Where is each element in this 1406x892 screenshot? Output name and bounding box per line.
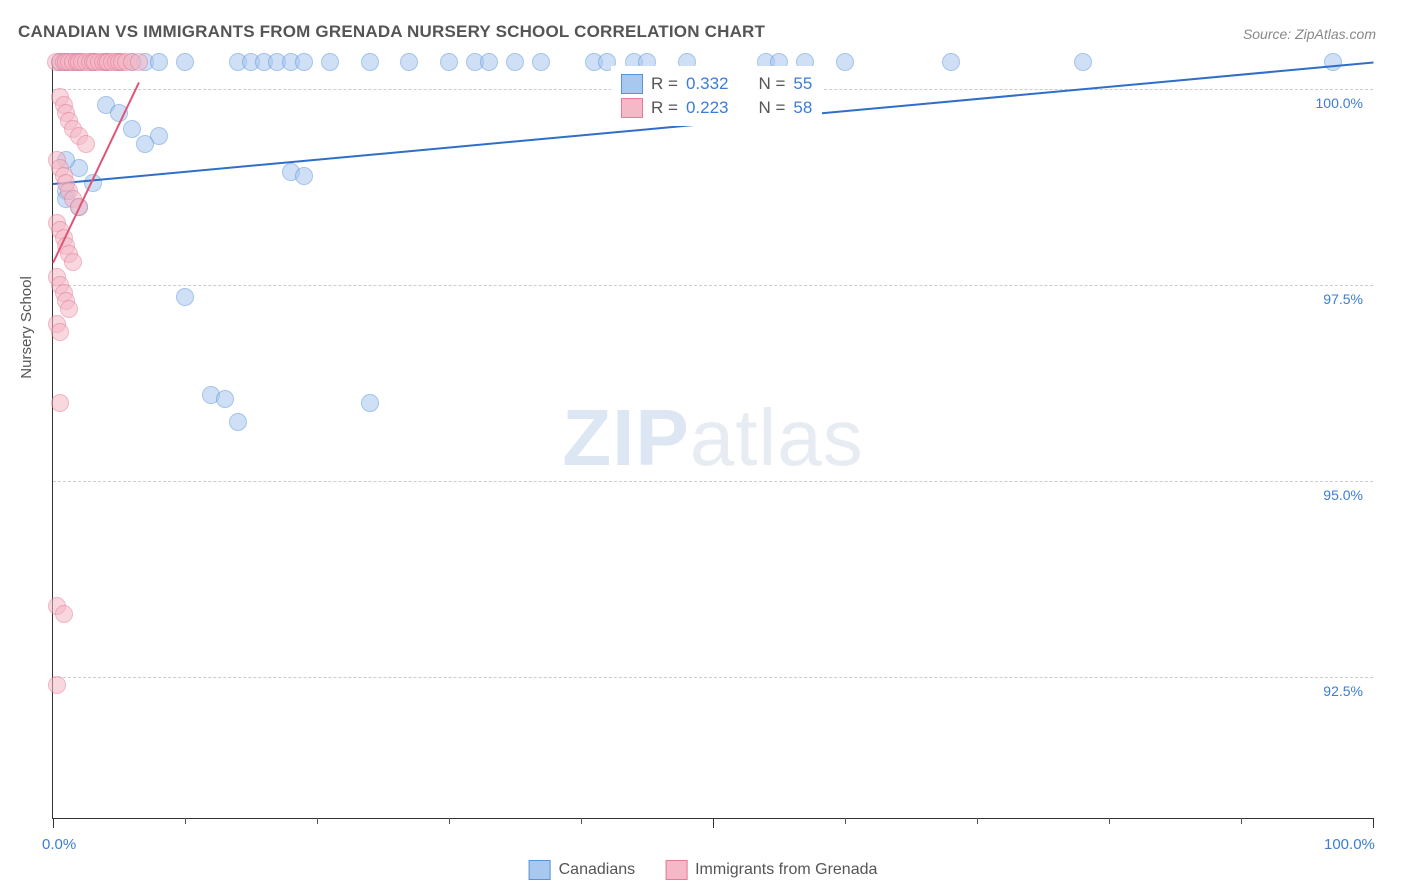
y-tick-label: 97.5%	[1323, 291, 1363, 307]
x-tick-label-right: 100.0%	[1324, 836, 1375, 853]
stat-n-value: 58	[793, 98, 812, 118]
scatter-point	[506, 53, 524, 71]
x-tick-major	[53, 818, 54, 828]
stats-row: R = 0.332 N = 55	[621, 72, 812, 96]
x-tick-major	[1373, 818, 1374, 828]
scatter-point	[136, 135, 154, 153]
legend-swatch	[529, 860, 551, 880]
legend-label: Canadians	[559, 861, 636, 879]
scatter-point	[123, 120, 141, 138]
x-tick-minor	[581, 818, 582, 824]
scatter-point	[321, 53, 339, 71]
x-tick-minor	[185, 818, 186, 824]
chart-title: CANADIAN VS IMMIGRANTS FROM GRENADA NURS…	[18, 22, 765, 42]
scatter-point	[836, 53, 854, 71]
legend-bottom: Canadians Immigrants from Grenada	[529, 860, 878, 880]
scatter-point	[216, 390, 234, 408]
scatter-point	[55, 605, 73, 623]
scatter-point	[361, 53, 379, 71]
scatter-point	[361, 394, 379, 412]
scatter-point	[942, 53, 960, 71]
scatter-point	[400, 53, 418, 71]
scatter-point	[77, 135, 95, 153]
scatter-point	[295, 53, 313, 71]
stat-r-value: 0.223	[686, 98, 729, 118]
x-tick-minor	[977, 818, 978, 824]
x-tick-minor	[449, 818, 450, 824]
x-tick-minor	[845, 818, 846, 824]
legend-item: Immigrants from Grenada	[665, 860, 877, 880]
stats-row: R = 0.223 N = 58	[621, 96, 812, 120]
scatter-point	[480, 53, 498, 71]
scatter-point	[440, 53, 458, 71]
watermark: ZIPatlas	[562, 392, 863, 484]
x-tick-major	[713, 818, 714, 828]
legend-swatch	[621, 74, 643, 94]
scatter-point	[48, 676, 66, 694]
y-axis-label: Nursery School	[18, 276, 35, 379]
scatter-point	[1324, 53, 1342, 71]
gridline-h	[53, 481, 1373, 482]
scatter-point	[176, 53, 194, 71]
correlation-stats-box: R = 0.332 N = 55 R = 0.223 N = 58	[611, 66, 822, 126]
scatter-point	[60, 300, 78, 318]
scatter-point	[295, 167, 313, 185]
y-tick-label: 95.0%	[1323, 487, 1363, 503]
legend-swatch	[621, 98, 643, 118]
stat-r-value: 0.332	[686, 74, 729, 94]
source-attribution: Source: ZipAtlas.com	[1243, 26, 1376, 42]
stat-n-value: 55	[793, 74, 812, 94]
stat-r-label: R =	[651, 98, 678, 118]
y-tick-label: 92.5%	[1323, 683, 1363, 699]
scatter-point	[130, 53, 148, 71]
stat-r-label: R =	[651, 74, 678, 94]
scatter-point	[1074, 53, 1092, 71]
gridline-h	[53, 677, 1373, 678]
x-tick-label-left: 0.0%	[42, 836, 76, 853]
gridline-h	[53, 285, 1373, 286]
legend-item: Canadians	[529, 860, 636, 880]
scatter-point	[51, 323, 69, 341]
x-tick-minor	[1241, 818, 1242, 824]
scatter-plot-area: ZIPatlas 92.5% 95.0% 97.5% 100.0% R = 0.332 N…	[52, 58, 1373, 819]
x-tick-minor	[1109, 818, 1110, 824]
scatter-point	[229, 413, 247, 431]
scatter-point	[150, 53, 168, 71]
stat-n-label: N =	[758, 74, 785, 94]
legend-swatch	[665, 860, 687, 880]
scatter-point	[176, 288, 194, 306]
x-tick-minor	[317, 818, 318, 824]
y-tick-label: 100.0%	[1316, 95, 1363, 111]
scatter-point	[64, 253, 82, 271]
legend-label: Immigrants from Grenada	[695, 861, 877, 879]
scatter-point	[532, 53, 550, 71]
stat-n-label: N =	[758, 98, 785, 118]
scatter-point	[51, 394, 69, 412]
